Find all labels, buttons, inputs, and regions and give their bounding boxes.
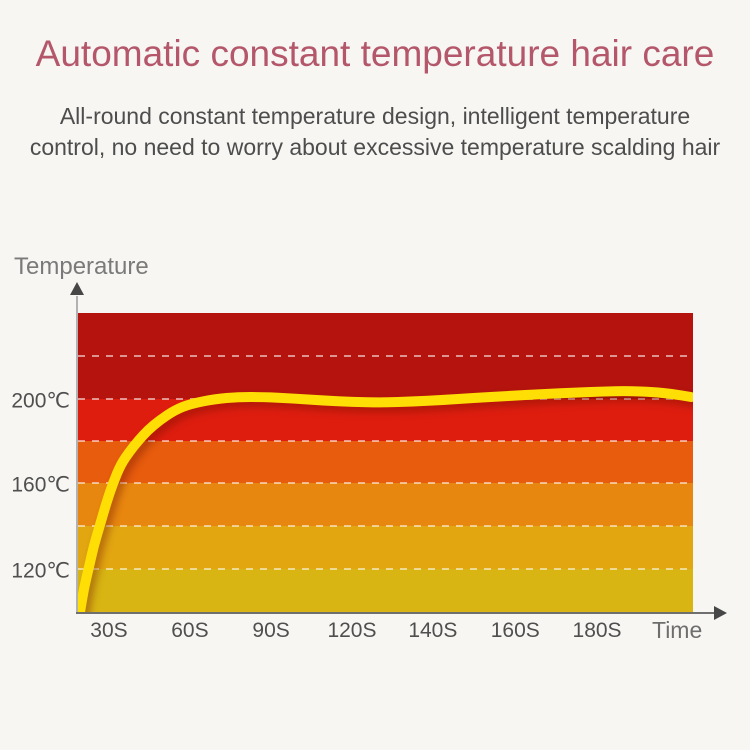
x-tick-label: 30S bbox=[90, 619, 128, 642]
page-title: Automatic constant temperature hair care bbox=[35, 33, 715, 74]
subtitle-line-2: control, no need to worry about excessiv… bbox=[29, 134, 721, 160]
temperature-curve bbox=[78, 386, 693, 613]
gridline bbox=[78, 440, 693, 442]
x-tick-label: 180S bbox=[572, 619, 622, 642]
x-axis-arrow-icon bbox=[714, 606, 727, 620]
y-tick-label: 120℃ bbox=[11, 559, 70, 582]
x-tick-label: 140S bbox=[408, 619, 458, 642]
y-axis-arrow-icon bbox=[70, 282, 84, 295]
temperature-curve-line bbox=[78, 386, 693, 613]
gridline bbox=[78, 567, 693, 570]
y-tick-label: 200℃ bbox=[11, 389, 70, 412]
heat-band-band-120-140 bbox=[78, 526, 693, 569]
y-tick-label: 160℃ bbox=[11, 473, 70, 497]
y-axis-title: Temperature bbox=[14, 253, 149, 280]
x-tick-label: 160S bbox=[490, 619, 540, 642]
page-subtitle: All-round constant temperature design, i… bbox=[0, 101, 750, 163]
x-tick-label: 90S bbox=[252, 619, 290, 642]
heat-band-band-below-120 bbox=[78, 568, 693, 613]
plot-area bbox=[78, 313, 693, 613]
x-tick-label: 120S bbox=[327, 619, 377, 642]
heat-band-band-140-160 bbox=[78, 483, 693, 526]
gridline bbox=[78, 482, 693, 485]
heat-band-band-160-180 bbox=[78, 441, 693, 484]
gridline bbox=[78, 354, 693, 357]
gridline bbox=[78, 525, 693, 527]
subtitle-line-1: All-round constant temperature design, i… bbox=[59, 103, 691, 129]
x-tick-label: 60S bbox=[171, 619, 209, 642]
x-axis-title: Time bbox=[652, 617, 703, 643]
x-axis-line bbox=[76, 612, 716, 614]
y-axis-line bbox=[76, 296, 78, 614]
